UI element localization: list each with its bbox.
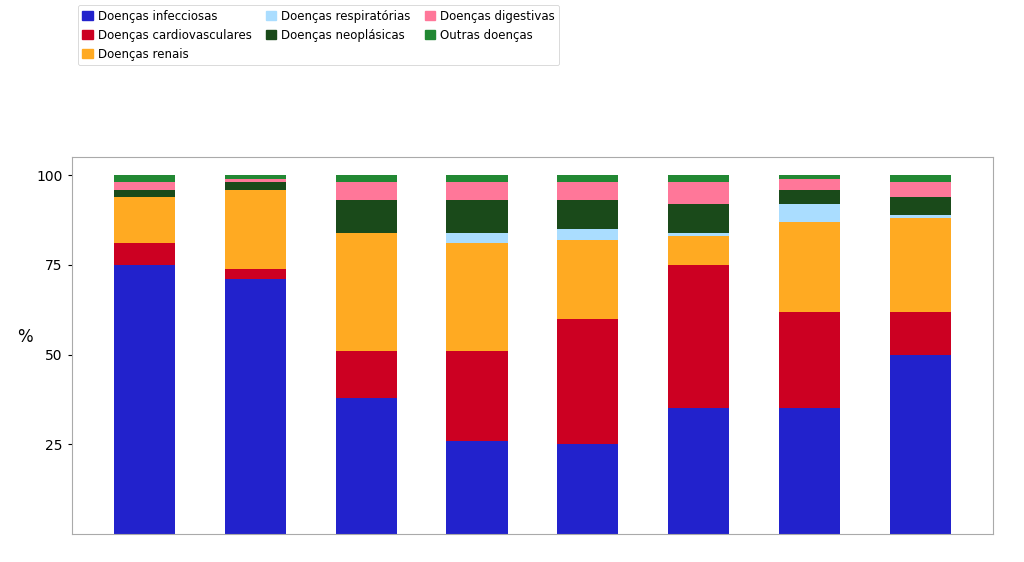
Bar bbox=[336, 175, 396, 183]
Bar bbox=[669, 175, 729, 183]
Bar bbox=[779, 222, 841, 311]
Bar bbox=[114, 189, 175, 197]
Bar bbox=[779, 409, 841, 534]
Bar bbox=[669, 409, 729, 534]
Bar bbox=[669, 236, 729, 265]
Bar bbox=[446, 441, 508, 534]
Bar bbox=[779, 175, 841, 179]
Bar bbox=[557, 444, 618, 534]
Bar bbox=[557, 201, 618, 229]
Bar bbox=[114, 175, 175, 183]
Bar bbox=[557, 319, 618, 444]
Bar bbox=[114, 183, 175, 189]
Bar bbox=[336, 233, 396, 351]
Bar bbox=[557, 240, 618, 319]
Bar bbox=[114, 265, 175, 534]
Bar bbox=[446, 183, 508, 201]
Bar bbox=[114, 197, 175, 243]
Bar bbox=[336, 398, 396, 534]
Bar bbox=[669, 265, 729, 409]
Bar bbox=[779, 189, 841, 204]
Bar bbox=[224, 179, 286, 183]
Bar bbox=[890, 311, 951, 355]
Bar bbox=[779, 311, 841, 409]
Bar bbox=[557, 229, 618, 240]
Bar bbox=[890, 175, 951, 183]
Bar bbox=[669, 233, 729, 236]
Bar bbox=[890, 218, 951, 311]
Bar bbox=[890, 183, 951, 197]
Bar bbox=[446, 233, 508, 243]
Bar bbox=[446, 175, 508, 183]
Bar bbox=[557, 183, 618, 201]
Legend: Doenças infecciosas, Doenças cardiovasculares, Doenças renais, Doenças respirató: Doenças infecciosas, Doenças cardiovascu… bbox=[78, 5, 559, 65]
Bar bbox=[557, 175, 618, 183]
Bar bbox=[890, 197, 951, 215]
Bar bbox=[446, 201, 508, 233]
Bar bbox=[224, 269, 286, 279]
Bar bbox=[224, 279, 286, 534]
Bar bbox=[446, 243, 508, 351]
Bar bbox=[669, 204, 729, 233]
Bar bbox=[224, 183, 286, 189]
Bar bbox=[114, 243, 175, 265]
Bar bbox=[224, 189, 286, 269]
Bar bbox=[779, 204, 841, 222]
Bar bbox=[446, 351, 508, 441]
Bar bbox=[224, 175, 286, 179]
Bar bbox=[336, 351, 396, 398]
Bar bbox=[336, 201, 396, 233]
Bar bbox=[669, 183, 729, 204]
Y-axis label: %: % bbox=[17, 328, 33, 346]
Bar bbox=[336, 183, 396, 201]
Bar bbox=[890, 215, 951, 218]
Bar bbox=[890, 355, 951, 534]
Bar bbox=[779, 179, 841, 189]
